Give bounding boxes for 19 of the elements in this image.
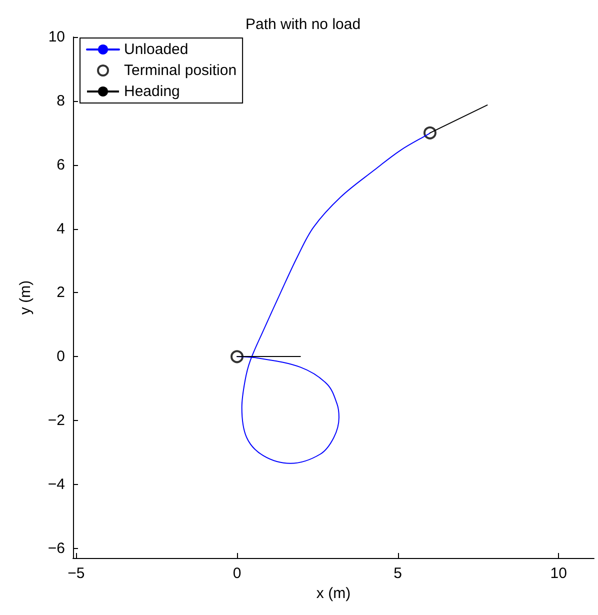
y-tick-label: −2 (48, 412, 65, 430)
y-tick-label: 10 (48, 28, 65, 46)
x-tick-label: 0 (232, 565, 242, 582)
y-tick-label: 0 (56, 348, 65, 366)
y-tick-label: 2 (56, 284, 65, 302)
x-tick-label: −5 (68, 565, 85, 582)
legend-label: Unloaded (124, 41, 188, 58)
y-tick-label: 4 (56, 220, 65, 238)
y-axis-title: y (m) (17, 280, 34, 315)
y-tick-label: −4 (48, 476, 65, 493)
x-tick-label: 10 (550, 565, 567, 582)
y-tick-label: 6 (56, 156, 65, 174)
x-axis-title: x (m) (316, 585, 351, 602)
y-tick-label: 8 (56, 92, 65, 110)
legend-label: Terminal position (124, 62, 237, 79)
x-tick-label: 5 (394, 565, 402, 582)
chart-title: Path with no load (245, 16, 361, 33)
y-tick-label: −6 (48, 540, 65, 557)
legend-label: Heading (124, 83, 180, 100)
